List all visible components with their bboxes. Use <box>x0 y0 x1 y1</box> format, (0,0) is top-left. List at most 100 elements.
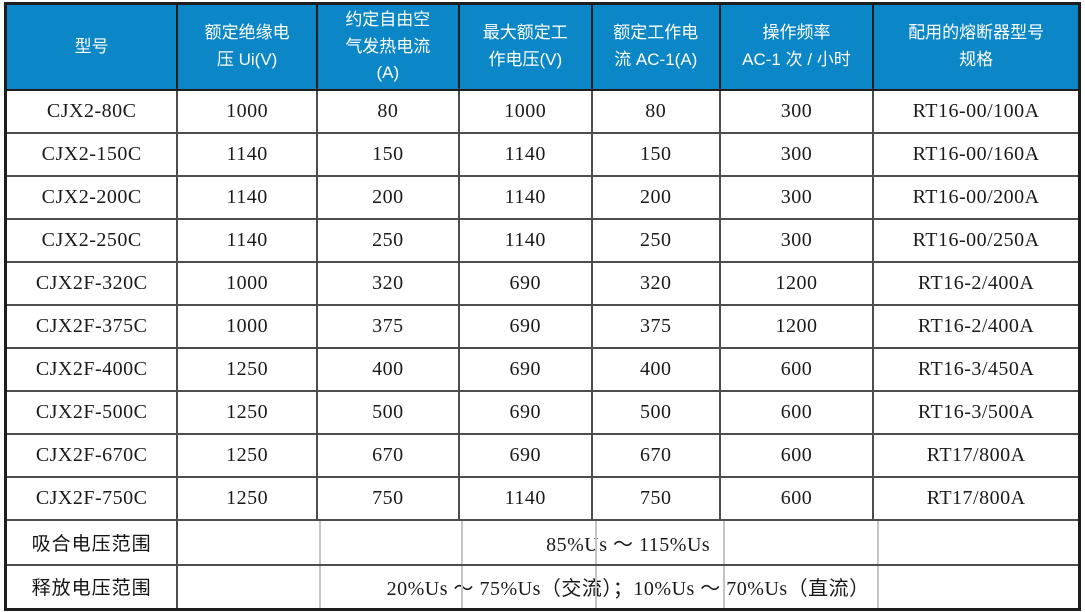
table-row: CJX2F-375C 1000 375 690 375 1200 RT16-2/… <box>4 303 1081 349</box>
table-row: CJX2-150C 1140 150 1140 150 300 RT16-00/… <box>4 131 1081 177</box>
cell-max-working-voltage: 690 <box>457 260 593 306</box>
cell-fuse-spec: RT16-00/100A <box>872 88 1081 134</box>
cell-fuse-spec: RT16-2/400A <box>872 303 1081 349</box>
table-row: CJX2F-670C 1250 670 690 670 600 RT17/800… <box>4 432 1081 478</box>
cell-fuse-spec: RT17/800A <box>872 475 1081 521</box>
release-voltage-label: 释放电压范围 <box>4 563 179 611</box>
cell-max-working-voltage: 690 <box>457 346 593 392</box>
cell-operating-frequency: 300 <box>718 217 875 263</box>
contactor-spec-table-container: 型号 额定绝缘电 压 Ui(V) 约定自由空 气发热电流 (A) 最大额定工 作… <box>4 2 1081 611</box>
cell-working-current: 500 <box>590 389 721 435</box>
column-header-fuse-spec: 配用的熔断器型号 规格 <box>872 2 1081 91</box>
table-row: CJX2F-500C 1250 500 690 500 600 RT16-3/5… <box>4 389 1081 435</box>
table-row: CJX2-80C 1000 80 1000 80 300 RT16-00/100… <box>4 88 1081 134</box>
cell-working-current: 375 <box>590 303 721 349</box>
cell-max-working-voltage: 1140 <box>457 217 593 263</box>
column-header-operating-frequency: 操作频率 AC-1 次 / 小时 <box>718 2 875 91</box>
cell-thermal-current: 670 <box>315 432 460 478</box>
column-header-working-current: 额定工作电 流 AC-1(A) <box>590 2 721 91</box>
cell-max-working-voltage: 1000 <box>457 88 593 134</box>
cell-model: CJX2-80C <box>4 88 179 134</box>
table-row: CJX2-200C 1140 200 1140 200 300 RT16-00/… <box>4 174 1081 220</box>
cell-fuse-spec: RT17/800A <box>872 432 1081 478</box>
cell-working-current: 200 <box>590 174 721 220</box>
cell-operating-frequency: 300 <box>718 88 875 134</box>
table-row: CJX2F-320C 1000 320 690 320 1200 RT16-2/… <box>4 260 1081 306</box>
grid-line <box>318 566 321 608</box>
cell-fuse-spec: RT16-2/400A <box>872 260 1081 306</box>
grid-line <box>722 521 725 563</box>
grid-line <box>877 566 880 608</box>
cell-operating-frequency: 300 <box>718 131 875 177</box>
cell-operating-frequency: 600 <box>718 346 875 392</box>
cell-model: CJX2F-375C <box>4 303 179 349</box>
cell-insulation-voltage: 1250 <box>176 475 318 521</box>
cell-insulation-voltage: 1140 <box>176 217 318 263</box>
table-row: CJX2F-400C 1250 400 690 400 600 RT16-3/4… <box>4 346 1081 392</box>
cell-model: CJX2F-500C <box>4 389 179 435</box>
table-header: 型号 额定绝缘电 压 Ui(V) 约定自由空 气发热电流 (A) 最大额定工 作… <box>4 2 1081 91</box>
cell-fuse-spec: RT16-00/160A <box>872 131 1081 177</box>
pickup-voltage-value: 85%Us ～ 115%Us <box>546 533 711 556</box>
cell-thermal-current: 320 <box>315 260 460 306</box>
cell-thermal-current: 150 <box>315 131 460 177</box>
table-row: CJX2-250C 1140 250 1140 250 300 RT16-00/… <box>4 217 1081 263</box>
cell-thermal-current: 375 <box>315 303 460 349</box>
grid-line <box>460 521 463 563</box>
cell-model: CJX2-250C <box>4 217 179 263</box>
cell-insulation-voltage: 1140 <box>176 131 318 177</box>
cell-model: CJX2-150C <box>4 131 179 177</box>
contactor-spec-table: 型号 额定绝缘电 压 Ui(V) 约定自由空 气发热电流 (A) 最大额定工 作… <box>4 2 1081 611</box>
header-row: 型号 额定绝缘电 压 Ui(V) 约定自由空 气发热电流 (A) 最大额定工 作… <box>4 2 1081 91</box>
cell-insulation-voltage: 1000 <box>176 260 318 306</box>
cell-operating-frequency: 600 <box>718 475 875 521</box>
cell-fuse-spec: RT16-00/200A <box>872 174 1081 220</box>
cell-working-current: 400 <box>590 346 721 392</box>
cell-model: CJX2F-670C <box>4 432 179 478</box>
table-row: CJX2F-750C 1250 750 1140 750 600 RT17/80… <box>4 475 1081 521</box>
cell-insulation-voltage: 1250 <box>176 346 318 392</box>
cell-working-current: 250 <box>590 217 721 263</box>
cell-operating-frequency: 300 <box>718 174 875 220</box>
cell-max-working-voltage: 690 <box>457 432 593 478</box>
pickup-voltage-value-cell: 85%Us ～ 115%Us <box>176 518 1081 566</box>
cell-operating-frequency: 600 <box>718 389 875 435</box>
cell-working-current: 320 <box>590 260 721 306</box>
cell-max-working-voltage: 1140 <box>457 174 593 220</box>
cell-max-working-voltage: 1140 <box>457 475 593 521</box>
cell-thermal-current: 500 <box>315 389 460 435</box>
cell-fuse-spec: RT16-3/500A <box>872 389 1081 435</box>
cell-max-working-voltage: 690 <box>457 303 593 349</box>
table-body: CJX2-80C 1000 80 1000 80 300 RT16-00/100… <box>4 88 1081 611</box>
cell-fuse-spec: RT16-00/250A <box>872 217 1081 263</box>
cell-working-current: 150 <box>590 131 721 177</box>
cell-insulation-voltage: 1250 <box>176 389 318 435</box>
cell-insulation-voltage: 1000 <box>176 88 318 134</box>
cell-insulation-voltage: 1000 <box>176 303 318 349</box>
cell-thermal-current: 750 <box>315 475 460 521</box>
cell-operating-frequency: 1200 <box>718 260 875 306</box>
release-voltage-value-cell: 20%Us ～ 75%Us（交流）；10%Us ～ 70%Us（直流） <box>176 563 1081 611</box>
column-header-model: 型号 <box>4 2 179 91</box>
cell-thermal-current: 80 <box>315 88 460 134</box>
cell-operating-frequency: 600 <box>718 432 875 478</box>
cell-thermal-current: 200 <box>315 174 460 220</box>
cell-thermal-current: 250 <box>315 217 460 263</box>
release-voltage-value: 20%Us ～ 75%Us（交流）；10%Us ～ 70%Us（直流） <box>386 578 870 601</box>
grid-line <box>877 521 880 563</box>
column-header-thermal-current: 约定自由空 气发热电流 (A) <box>315 2 460 91</box>
cell-working-current: 80 <box>590 88 721 134</box>
cell-working-current: 670 <box>590 432 721 478</box>
cell-insulation-voltage: 1250 <box>176 432 318 478</box>
cell-model: CJX2F-750C <box>4 475 179 521</box>
cell-working-current: 750 <box>590 475 721 521</box>
pickup-voltage-label: 吸合电压范围 <box>4 518 179 566</box>
cell-thermal-current: 400 <box>315 346 460 392</box>
cell-max-working-voltage: 1140 <box>457 131 593 177</box>
cell-operating-frequency: 1200 <box>718 303 875 349</box>
cell-fuse-spec: RT16-3/450A <box>872 346 1081 392</box>
column-header-max-working-voltage: 最大额定工 作电压(V) <box>457 2 593 91</box>
cell-model: CJX2F-320C <box>4 260 179 306</box>
cell-insulation-voltage: 1140 <box>176 174 318 220</box>
footer-row-pickup-voltage: 吸合电压范围 85%Us ～ 115%Us <box>4 518 1081 566</box>
